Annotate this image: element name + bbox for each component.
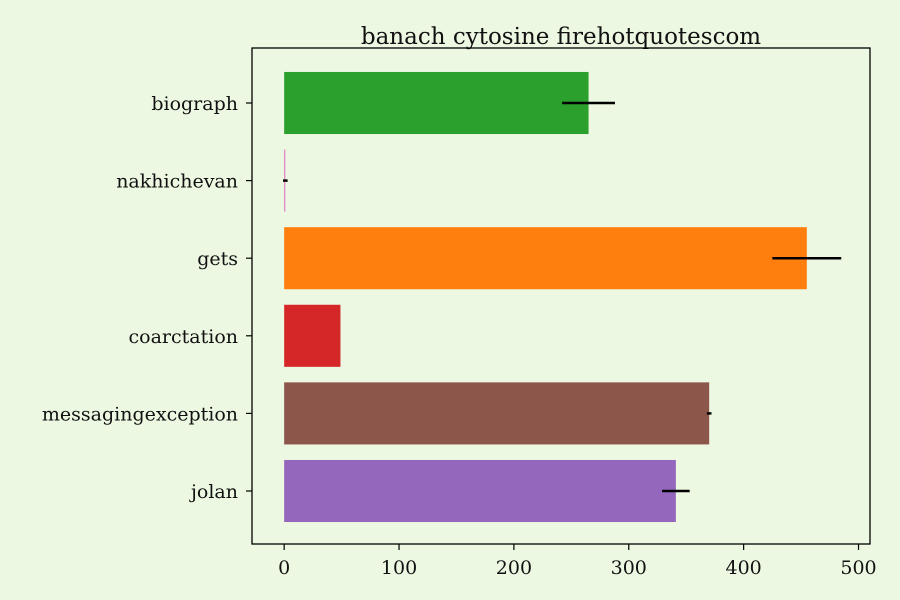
y-tick-label-gets: gets xyxy=(197,248,238,270)
y-tick-label-coarctation: coarctation xyxy=(129,326,238,348)
bars-layer xyxy=(284,71,807,523)
bar-biograph xyxy=(284,71,589,135)
x-tick-label-0: 0 xyxy=(278,557,290,579)
bar-messagingexception xyxy=(284,382,710,445)
y-tick-label-nakhichevan: nakhichevan xyxy=(116,171,238,193)
x-axis: 0 100 200 300 400 500 xyxy=(278,544,877,579)
x-tick-label-400: 400 xyxy=(726,557,762,579)
x-tick-label-100: 100 xyxy=(381,557,417,579)
y-axis: biograph nakhichevan gets coarctation messag… xyxy=(42,93,252,503)
plot-frame xyxy=(251,47,871,545)
x-tick-label-500: 500 xyxy=(840,557,876,579)
bar-jolan xyxy=(284,459,676,523)
x-tick-label-300: 300 xyxy=(611,557,647,579)
bar-coarctation xyxy=(284,304,341,367)
bar-gets xyxy=(284,227,807,290)
y-tick-label-messagingexception: messagingexception xyxy=(42,403,238,425)
chart-title: banach cytosine firehotquotescom xyxy=(361,24,761,50)
y-tick-label-biograph: biograph xyxy=(151,93,238,115)
errorbars-layer xyxy=(283,101,842,493)
y-tick-label-jolan: jolan xyxy=(189,481,238,503)
x-tick-label-200: 200 xyxy=(496,557,532,579)
